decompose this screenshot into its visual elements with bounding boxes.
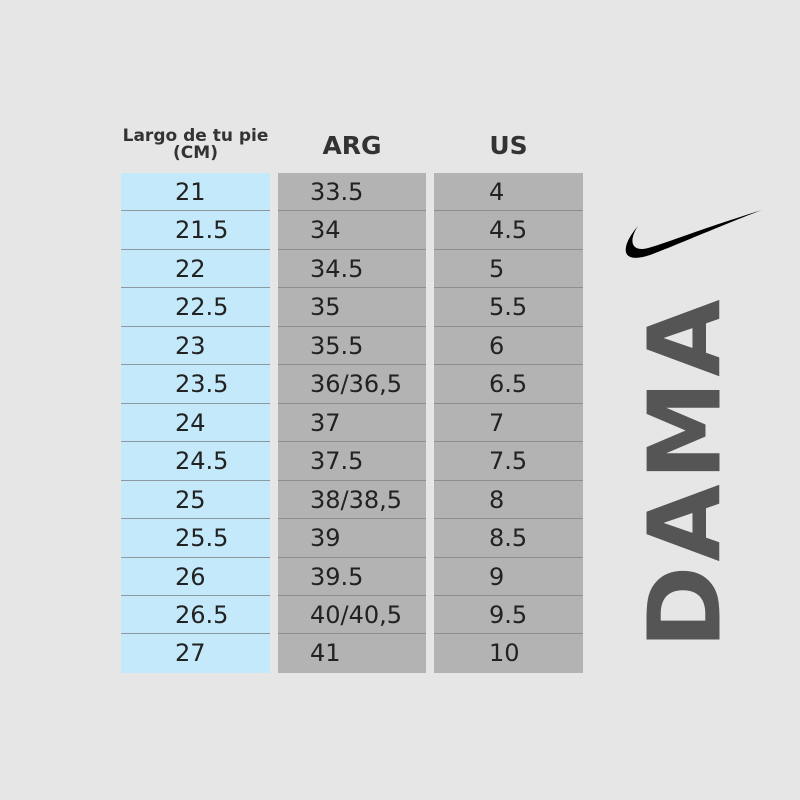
table-cell-us: 9 <box>434 558 583 596</box>
header-us: US <box>489 131 528 160</box>
table-cell-cm: 23.5 <box>121 365 270 404</box>
table-cell-us: 5.5 <box>434 288 583 327</box>
table-cell-cm: 24.5 <box>121 442 270 481</box>
table-cell-us: 4.5 <box>434 211 583 250</box>
table-cell-arg: 35.5 <box>278 327 426 366</box>
table-cell-us: 6 <box>434 327 583 366</box>
header-cm: Largo de tu pie (CM) <box>122 126 269 163</box>
table-cell-cm: 25.5 <box>121 519 270 558</box>
table-cell-cm: 21.5 <box>121 211 270 250</box>
table-cell-arg: 35 <box>278 288 426 327</box>
table-cell-us: 8.5 <box>434 519 583 558</box>
table-cell-us: 7 <box>434 404 583 443</box>
table-cell-us: 6.5 <box>434 365 583 404</box>
table-cell-arg: 41 <box>310 639 341 668</box>
table-cell-arg: 36/36,5 <box>278 365 426 404</box>
table-cell-cm: 26.5 <box>121 596 270 635</box>
table-cell-us: 10 <box>489 639 520 668</box>
table-cell-arg: 39.5 <box>278 558 426 596</box>
table-cell-arg: 39 <box>278 519 426 558</box>
column-us: 4 4.5 5 5.5 6 6.5 7 7.5 8 8.5 9 9.5 10 <box>434 173 583 673</box>
header-arg: ARG <box>322 131 382 160</box>
column-cm: 21 21.5 22 22.5 23 23.5 24 24.5 25 25.5 26 26.5 27 <box>121 173 270 673</box>
table-cell-cm: 23 <box>121 327 270 366</box>
table-cell-arg: 34 <box>278 211 426 250</box>
table-cell-us: 7.5 <box>434 442 583 481</box>
table-cell-us: 4 <box>434 173 583 212</box>
table-cell-us: 8 <box>434 481 583 520</box>
table-cell-arg: 33.5 <box>278 173 426 212</box>
dama-label: DAMA <box>626 295 744 649</box>
table-cell-us: 5 <box>434 250 583 289</box>
table-cell-arg: 38/38,5 <box>278 481 426 520</box>
table-cell-arg: 34.5 <box>278 250 426 289</box>
table-cell-arg: 37 <box>278 404 426 443</box>
table-cell-cm: 24 <box>121 404 270 443</box>
nike-swoosh-logo <box>625 210 762 258</box>
table-cell-arg: 40/40,5 <box>278 596 426 635</box>
column-arg: 33.5 34 34.5 35 35.5 36/36,5 37 37.5 38/38,5 39 39… <box>278 173 426 673</box>
table-cell-cm: 26 <box>121 558 270 596</box>
table-cell-us: 9.5 <box>434 596 583 635</box>
table-cell-cm: 25 <box>121 481 270 520</box>
table-cell-cm: 27 <box>175 639 206 668</box>
table-cell-cm: 21 <box>121 173 270 212</box>
table-cell-cm: 22.5 <box>121 288 270 327</box>
table-cell-arg: 37.5 <box>278 442 426 481</box>
table-cell-cm: 22 <box>121 250 270 289</box>
